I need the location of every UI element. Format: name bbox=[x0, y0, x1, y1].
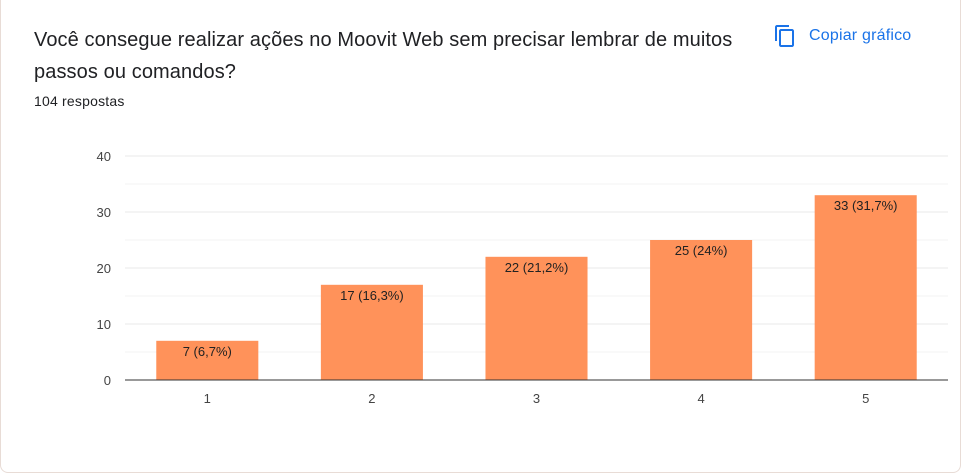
bar-data-label: 33 (31,7%) bbox=[834, 198, 898, 213]
response-count: 104 respostas bbox=[34, 93, 125, 109]
x-tick-label: 3 bbox=[533, 391, 540, 406]
y-tick-label: 0 bbox=[104, 373, 111, 388]
bar-data-label: 7 (6,7%) bbox=[183, 344, 232, 359]
bar bbox=[485, 256, 588, 380]
copy-icon bbox=[773, 24, 797, 48]
y-tick-label: 10 bbox=[97, 317, 111, 332]
x-tick-label: 2 bbox=[368, 391, 375, 406]
y-tick-label: 40 bbox=[97, 149, 111, 164]
copy-chart-button[interactable]: Copiar gráfico bbox=[767, 18, 917, 54]
bar bbox=[814, 195, 917, 380]
x-tick-label: 1 bbox=[204, 391, 211, 406]
bar-data-label: 22 (21,2%) bbox=[505, 260, 569, 275]
x-tick-label: 5 bbox=[862, 391, 869, 406]
bar-chart: 0 10 20 30 40 7 (6,7%) 1 17 (16,3%) 2 22 (21,2%) 3… bbox=[97, 149, 948, 406]
x-tick-label: 4 bbox=[697, 391, 704, 406]
copy-chart-label: Copiar gráfico bbox=[809, 27, 912, 44]
bar-data-label: 25 (24%) bbox=[675, 243, 728, 258]
y-tick-label: 30 bbox=[97, 205, 111, 220]
bar bbox=[320, 284, 423, 380]
bar bbox=[650, 240, 753, 380]
y-tick-label: 20 bbox=[97, 261, 111, 276]
question-title: Você consegue realizar ações no Moovit W… bbox=[34, 29, 733, 83]
bar-data-label: 17 (16,3%) bbox=[340, 288, 404, 303]
bar bbox=[156, 340, 259, 380]
